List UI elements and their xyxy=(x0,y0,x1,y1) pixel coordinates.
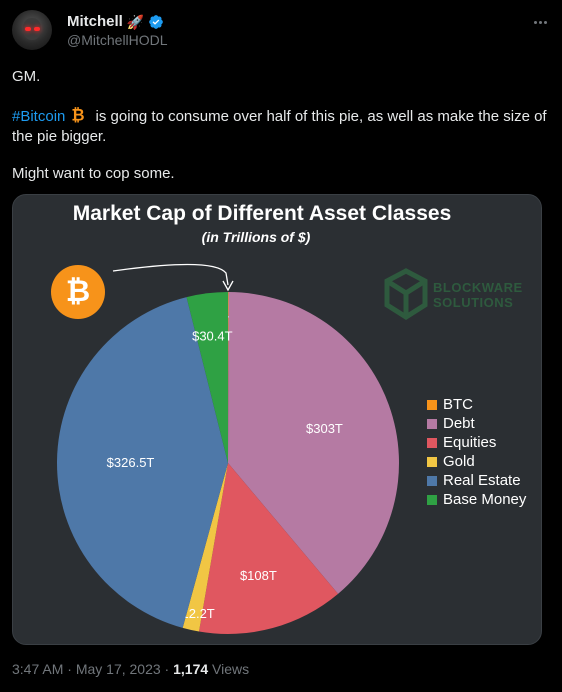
legend-item-real-estate: Real Estate xyxy=(427,471,526,490)
views-label: Views xyxy=(208,661,250,677)
more-options-icon[interactable] xyxy=(530,12,550,32)
tweet-header: Mitchell 🚀 @MitchellHODL xyxy=(12,10,550,56)
legend-swatch xyxy=(427,494,437,505)
author-name-row: Mitchell 🚀 xyxy=(67,13,164,30)
bitcoin-emoji-icon: ₿ xyxy=(72,106,85,124)
avatar-eye-icon xyxy=(34,27,40,31)
pie-slice-base-money xyxy=(186,292,228,463)
legend-swatch xyxy=(427,475,437,486)
legend-swatch xyxy=(427,437,437,448)
footer-separator: · xyxy=(63,661,76,677)
legend-swatch xyxy=(427,418,437,429)
tweet-text-body: is going to consume over half of this pi… xyxy=(12,108,547,145)
legend-swatch xyxy=(427,399,437,410)
legend-item-btc: BTC xyxy=(427,395,526,414)
avatar[interactable] xyxy=(12,10,52,50)
pie-slice-btc xyxy=(228,292,229,463)
btc-arrow-head xyxy=(222,280,234,292)
legend-label: Real Estate xyxy=(443,472,521,489)
blockware-line2: SOLUTIONS xyxy=(433,295,514,310)
footer-separator: · xyxy=(160,661,174,677)
legend-label: Debt xyxy=(443,415,475,432)
chart-legend: BTC Debt Equities Gold Real Estate Base Money xyxy=(427,395,526,509)
pie-slice-real-estate xyxy=(57,297,228,628)
author-name[interactable]: Mitchell xyxy=(67,13,123,30)
blockware-line1: BLOCKWARE xyxy=(433,280,523,295)
legend-item-base-money: Base Money xyxy=(427,490,526,509)
chart-subtitle: (in Trillions of $) xyxy=(201,229,311,245)
legend-label: Gold xyxy=(443,453,475,470)
verified-badge-icon xyxy=(149,14,164,29)
avatar-eye-icon xyxy=(25,27,31,31)
tweet-text-line2: #Bitcoin ₿ is going to consume over half … xyxy=(12,106,547,147)
pie-label-real-estate: $326.5T xyxy=(107,455,155,470)
pie-label-debt: $303T xyxy=(306,421,343,436)
legend-label: Base Money xyxy=(443,491,527,508)
pie-slice-gold xyxy=(182,463,228,632)
legend-item-equities: Equities xyxy=(427,433,526,452)
pie-slice-debt xyxy=(228,292,399,594)
avatar-face-icon xyxy=(23,18,41,40)
pie-slice-equities xyxy=(199,463,339,634)
bitcoin-symbol: ₿ xyxy=(65,275,91,308)
legend-label: BTC xyxy=(443,396,473,413)
chart-image[interactable]: Market Cap of Different Asset Classes (i… xyxy=(12,194,542,645)
legend-item-gold: Gold xyxy=(427,452,526,471)
tweet-text-line1: GM. xyxy=(12,68,41,85)
rocket-icon: 🚀 xyxy=(126,13,145,30)
pie-label-equities: $108T xyxy=(240,568,277,583)
tweet-time[interactable]: 3:47 AM xyxy=(12,661,64,677)
legend-item-debt: Debt xyxy=(427,414,526,433)
blockware-logo: BLOCKWARE SOLUTIONS xyxy=(381,267,523,321)
chart-title: Market Cap of Different Asset Classes xyxy=(72,202,452,225)
tweet-text-line3: Might want to cop some. xyxy=(12,165,175,182)
blockware-wordmark: BLOCKWARE SOLUTIONS xyxy=(433,280,523,310)
hashtag-link[interactable]: #Bitcoin xyxy=(12,108,66,125)
tweet-footer: 3:47 AM · May 17, 2023 · 1,174 Views xyxy=(12,661,249,677)
btc-arrow xyxy=(112,263,229,286)
legend-swatch xyxy=(427,456,437,467)
tweet-date[interactable]: May 17, 2023 xyxy=(75,661,161,677)
pie-label-base-money: $30.4T xyxy=(192,329,233,344)
pie-chart: $0.4T$303T$108T$12.2T$326.5T$30.4T xyxy=(57,263,399,634)
legend-label: Equities xyxy=(443,434,497,451)
blockware-cube-icon xyxy=(384,268,428,320)
svg-text:₿: ₿ xyxy=(72,106,85,124)
bitcoin-logo-icon: ₿ xyxy=(51,265,105,319)
author-handle[interactable]: @MitchellHODL xyxy=(67,32,168,48)
views-count: 1,174 xyxy=(173,661,209,677)
